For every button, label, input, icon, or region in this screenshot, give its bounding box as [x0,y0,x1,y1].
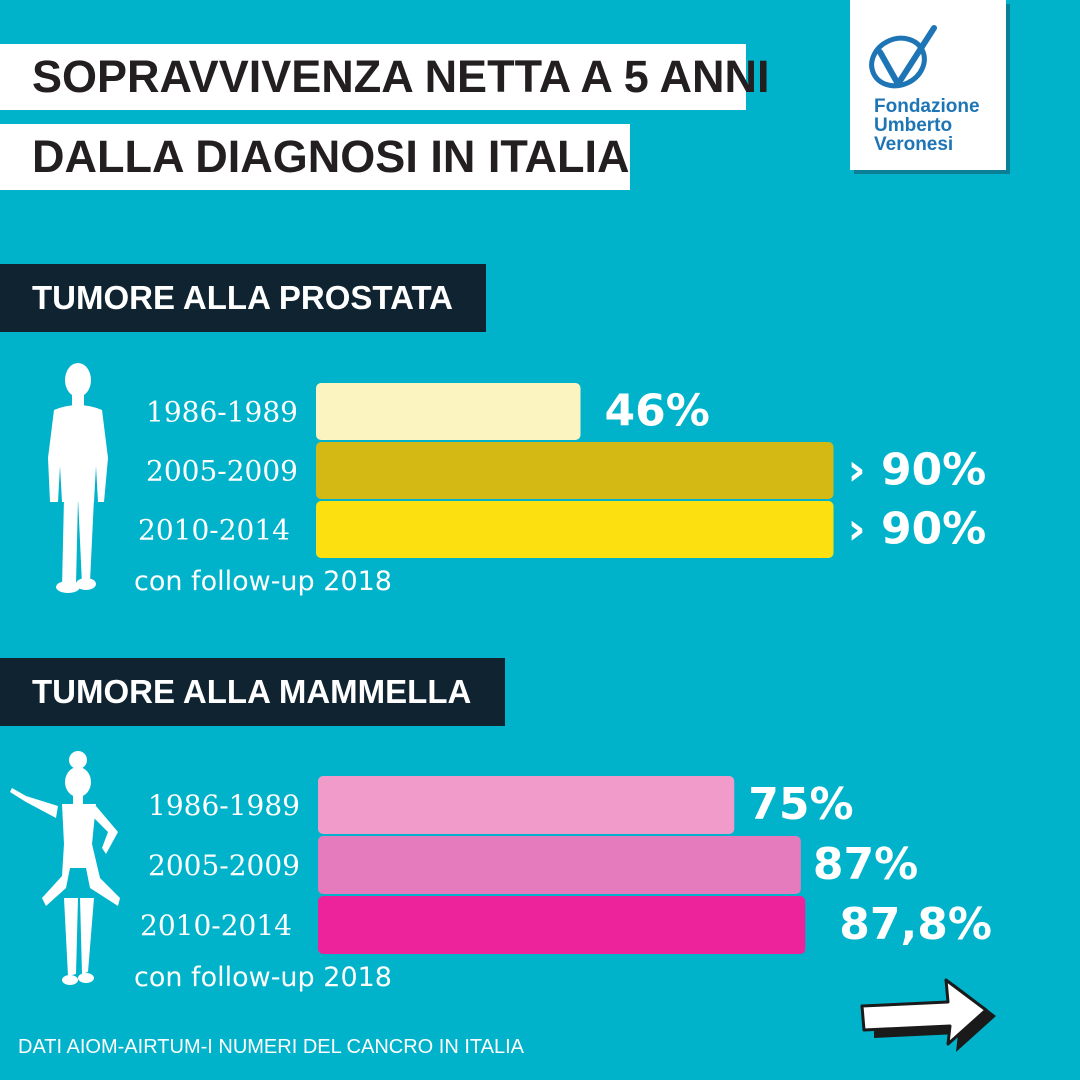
bar-1986-1989 [318,776,735,834]
category-note: con follow-up 2018 [134,962,392,993]
category-label: 2010-2014 [140,909,292,942]
value-label: 87,8% [839,899,992,950]
bar-1986-1989 [316,383,581,440]
right-arrow-icon[interactable] [856,976,1000,1058]
value-label: 87% [813,839,918,890]
man-silhouette-icon [48,363,108,593]
woman-silhouette-icon [10,751,120,985]
category-label: 1986-1989 [148,789,300,822]
value-label: 46% [605,386,710,437]
value-label: › 90% [848,445,987,496]
value-label: 75% [748,779,853,830]
category-note: con follow-up 2018 [134,566,392,597]
logo-text-line-3: Veronesi [874,134,954,155]
logo-text-line-2: Umberto [874,115,953,136]
bar-2010-2014 [316,501,834,558]
chart-1: 1986-1989 75% 2005-2009 87% 2010-2014 87,8% co… [134,776,992,993]
bar-2010-2014 [318,896,806,954]
section-label-prostate: TUMORE ALLA PROSTATA [0,264,486,332]
source-note: DATI AIOM-AIRTUM-I NUMERI DEL CANCRO IN … [18,1036,524,1058]
title-line-1: SOPRAVVIVENZA NETTA A 5 ANNI [0,44,770,110]
bar-2005-2009 [316,442,834,499]
category-label: 2010-2014 [138,514,290,547]
bar-2005-2009 [318,836,801,894]
section-label-breast: TUMORE ALLA MAMMELLA [0,658,505,726]
chart-0: 1986-1989 46% 2005-2009 › 90% 2010-2014 › 90%… [134,383,986,597]
value-label: › 90% [848,504,987,555]
category-label: 2005-2009 [146,455,298,488]
category-label: 1986-1989 [146,396,298,429]
category-label: 2005-2009 [148,849,300,882]
logo-v-icon [869,25,937,89]
logo: Fondazione Umberto Veronesi [850,0,1006,170]
title-line-2: DALLA DIAGNOSI IN ITALIA [0,124,630,190]
logo-text-line-1: Fondazione [874,96,980,117]
